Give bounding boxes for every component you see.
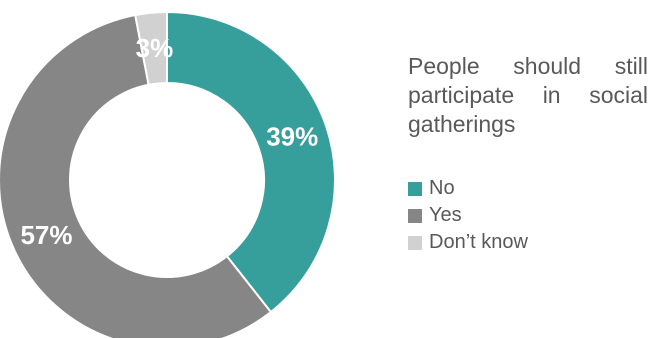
slice-label-no: 39% xyxy=(266,122,318,152)
donut-slices xyxy=(0,10,336,338)
legend-swatch-yes xyxy=(408,208,422,223)
legend-swatch-dont-know xyxy=(408,235,422,250)
chart-title: People should still participate in socia… xyxy=(408,53,648,137)
legend-label-dont-know: Don’t know xyxy=(429,231,528,253)
legend-label-no: No xyxy=(429,177,455,199)
slice-yes xyxy=(0,13,273,338)
legend-item-yes: Yes xyxy=(408,202,528,229)
legend: No Yes Don’t know xyxy=(408,175,528,256)
slice-dont-know xyxy=(134,10,168,86)
slice-label-yes: 57% xyxy=(20,220,72,250)
legend-item-no: No xyxy=(408,175,528,202)
legend-item-dont-know: Don’t know xyxy=(408,229,528,256)
slice-label-dont-know: 3% xyxy=(136,33,174,63)
slice-no xyxy=(166,10,336,314)
legend-swatch-no xyxy=(408,181,422,196)
donut-labels: 39% 57% 3% xyxy=(20,33,318,250)
legend-label-yes: Yes xyxy=(429,204,462,226)
